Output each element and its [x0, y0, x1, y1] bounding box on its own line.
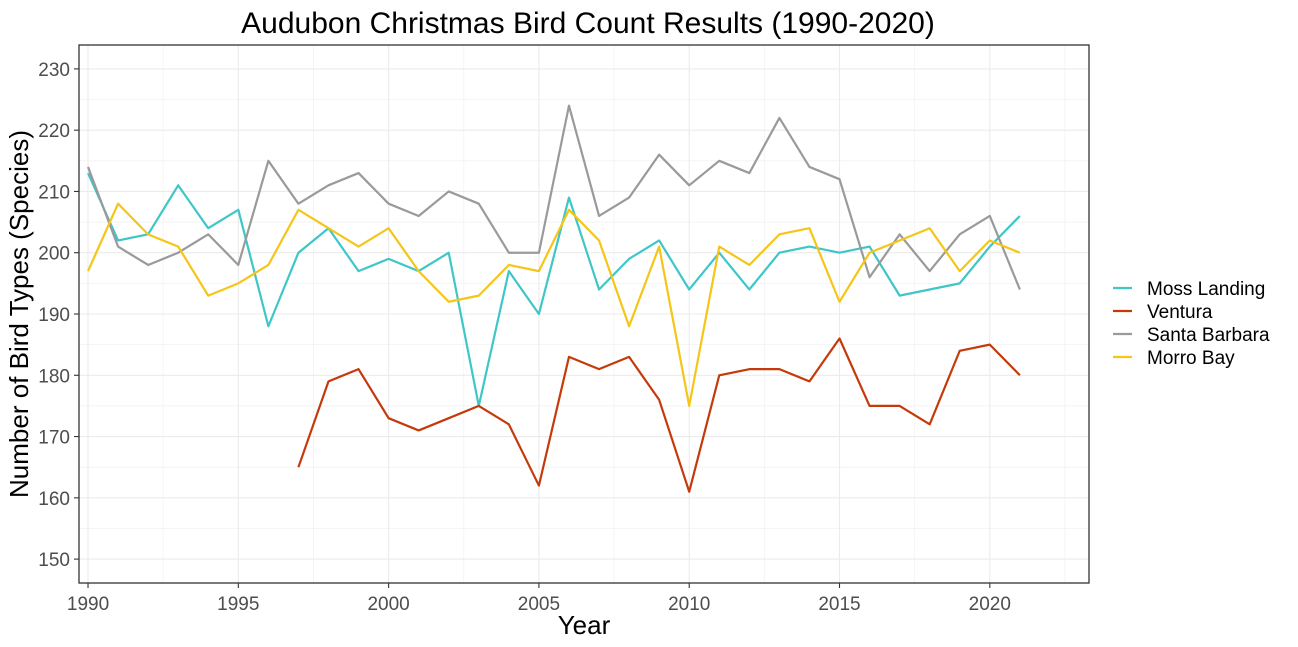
- legend-label-morro-bay: Morro Bay: [1147, 348, 1235, 369]
- y-tick-label: 180: [38, 366, 70, 387]
- series-line-morro-bay: [87, 202, 1021, 408]
- y-tick-label: 210: [38, 182, 70, 203]
- chart-title: Audubon Christmas Bird Count Results (19…: [241, 7, 935, 40]
- y-tick-label: 200: [38, 244, 70, 265]
- series-lines: [86, 104, 1021, 493]
- x-axis-title: Year: [558, 610, 611, 640]
- y-tick-label: 220: [38, 121, 70, 142]
- series-line-moss-landing: [87, 172, 1021, 408]
- legend-label-ventura: Ventura: [1147, 302, 1213, 323]
- y-axis-title: Number of Bird Types (Species): [4, 130, 34, 498]
- x-tick-label: 2005: [518, 594, 560, 615]
- grid-lines: [79, 45, 1089, 583]
- y-tick-label: 190: [38, 305, 70, 326]
- x-tick-label: 1990: [67, 594, 109, 615]
- x-tick-label: 1995: [217, 594, 259, 615]
- y-tick-label: 230: [38, 60, 70, 81]
- x-tick-label: 2010: [668, 594, 710, 615]
- x-tick-label: 2015: [818, 594, 860, 615]
- x-tick-label: 2000: [367, 594, 409, 615]
- x-tick-label: 2020: [969, 594, 1011, 615]
- legend-label-santa-barbara: Santa Barbara: [1147, 325, 1270, 346]
- axes: 1990 1995 2000 2005 2010 2015 2020 150 160 170 180…: [38, 60, 1011, 615]
- series-line-santa-barbara: [86, 104, 1021, 290]
- y-tick-label: 160: [38, 489, 70, 510]
- y-tick-label: 170: [38, 428, 70, 449]
- y-tick-label: 150: [38, 550, 70, 571]
- legend-label-moss-landing: Moss Landing: [1147, 279, 1265, 300]
- series-line-ventura: [297, 337, 1021, 493]
